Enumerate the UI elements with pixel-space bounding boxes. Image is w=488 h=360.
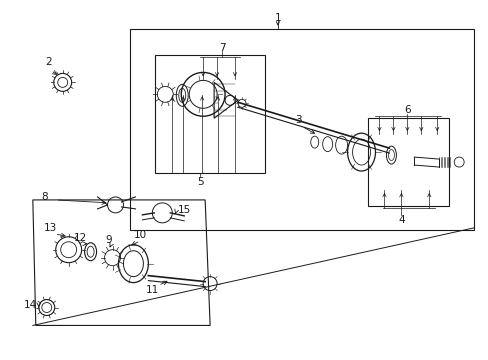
Bar	[130, 28, 473, 230]
Text: 4: 4	[397, 215, 404, 225]
Text: 14: 14	[24, 300, 38, 310]
Bar	[367, 118, 448, 206]
Bar	[155, 55, 264, 173]
Text: 3: 3	[295, 115, 302, 125]
Text: 2: 2	[45, 58, 52, 67]
Text: 6: 6	[403, 105, 410, 115]
Text: 1: 1	[274, 13, 281, 23]
Text: 8: 8	[41, 192, 48, 202]
Text: 11: 11	[145, 284, 159, 294]
Text: 10: 10	[134, 230, 147, 240]
Text: 13: 13	[44, 223, 57, 233]
Text: 12: 12	[74, 233, 87, 243]
Text: 7: 7	[218, 42, 225, 53]
Text: 15: 15	[178, 205, 191, 215]
Text: 5: 5	[197, 177, 203, 187]
Text: 9: 9	[105, 235, 112, 245]
